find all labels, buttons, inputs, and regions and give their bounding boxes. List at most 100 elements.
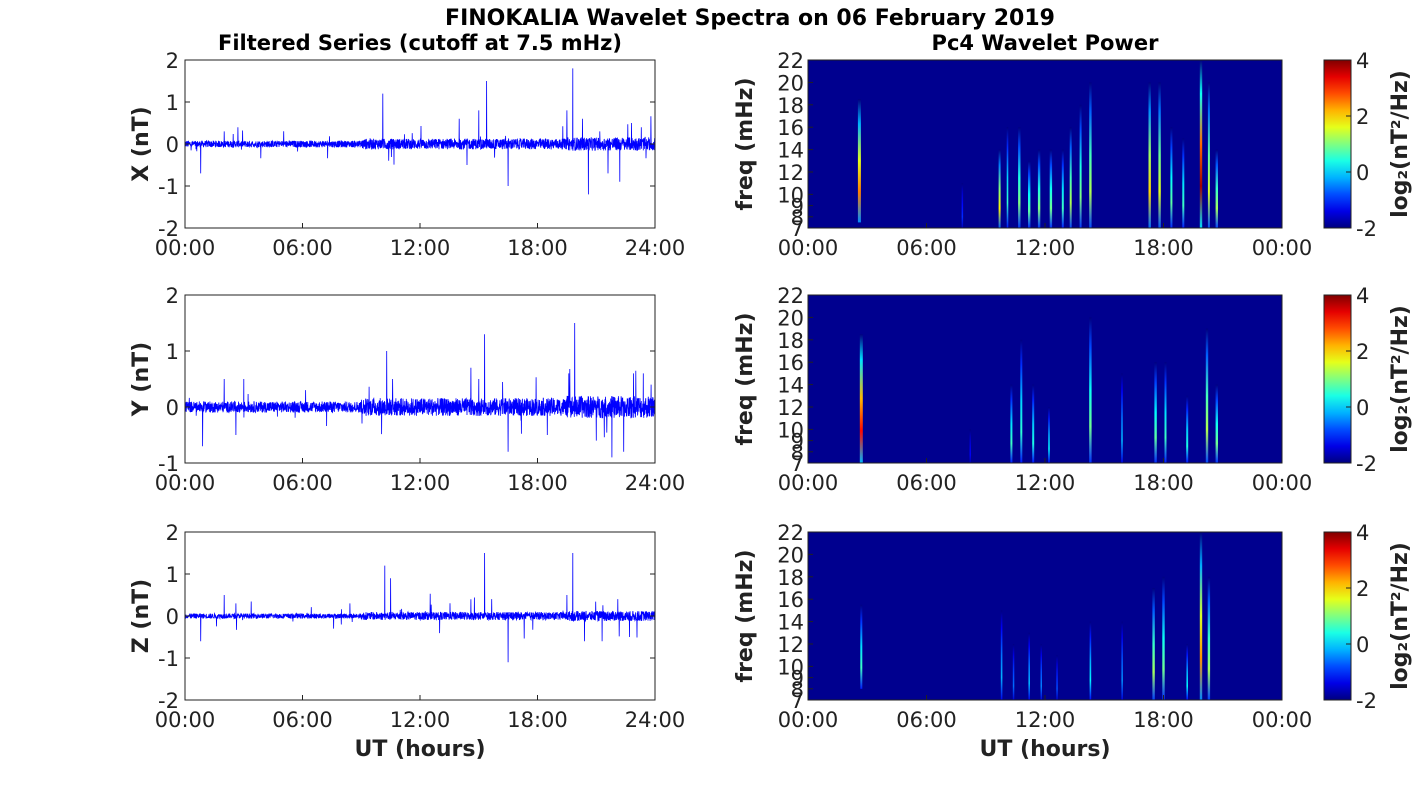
- y-tick-label: -2: [158, 689, 179, 713]
- y-tick-label: -1: [158, 452, 179, 476]
- power-burst: [1207, 576, 1211, 700]
- colorbar-tick-label: 2: [1356, 340, 1369, 364]
- y-axis-label: freq (mHz): [733, 550, 758, 683]
- x-tick-label: 12:00: [1015, 471, 1076, 495]
- colorbar-gradient: [1324, 295, 1351, 463]
- power-burst: [1040, 644, 1042, 700]
- colorbar-tick-label: 0: [1356, 633, 1369, 657]
- series-plot-y: -1 0 1 2 00:00 06:00 12:00 18:00 24:00 Y (nT): [129, 284, 685, 495]
- power-burst: [969, 429, 971, 463]
- x-tick-label: 18:00: [1133, 708, 1194, 732]
- colorbar-label: log₂(nT²/Hz): [1388, 70, 1413, 218]
- x-tick-label: 18:00: [1133, 471, 1194, 495]
- y-tick-label: 9: [791, 667, 804, 691]
- y-tick-label: 22: [777, 49, 804, 73]
- x-tick-label: 06:00: [272, 471, 333, 495]
- y-tick-label: -1: [158, 647, 179, 671]
- power-burst: [1182, 138, 1185, 228]
- y-tick-label: 12: [777, 396, 804, 420]
- x-tick-label: 00:00: [778, 471, 839, 495]
- y-tick-label: 16: [777, 116, 804, 140]
- power-burst: [860, 604, 863, 689]
- power-burst: [1089, 621, 1092, 700]
- y-tick-label: 12: [777, 161, 804, 185]
- x-tick-label: 12:00: [390, 708, 451, 732]
- y-tick-label: -2: [158, 217, 179, 241]
- power-burst: [1028, 160, 1031, 228]
- y-tick-label: 8: [791, 206, 804, 230]
- colorbar: -2 0 2 4 log₂(nT²/Hz): [1323, 284, 1413, 476]
- left-xlabel: UT (hours): [354, 737, 485, 762]
- x-tick-label: 12:00: [1015, 708, 1076, 732]
- colorbar: -2 0 2 4 log₂(nT²/Hz): [1323, 49, 1413, 241]
- colorbar-frame: [1323, 531, 1352, 701]
- y-tick-label: 1: [166, 563, 179, 587]
- power-burst: [1010, 384, 1013, 463]
- colorbar-tick-label: 0: [1356, 161, 1369, 185]
- right-column-title: Pc4 Wavelet Power: [932, 31, 1160, 55]
- power-burst: [1164, 362, 1167, 463]
- x-tick-label: 00:00: [778, 236, 839, 260]
- series-line-y: [184, 322, 656, 458]
- y-tick-label: 12: [777, 633, 804, 657]
- series-line-x: [184, 68, 656, 195]
- colorbar-gradient: [1324, 60, 1351, 228]
- x-tick-label: 18:00: [507, 236, 568, 260]
- y-axis-label: Z (nT): [129, 579, 154, 653]
- power-burst: [1215, 149, 1218, 228]
- power-burst: [1048, 407, 1050, 463]
- power-burst: [1089, 317, 1092, 463]
- power-burst: [1049, 149, 1053, 228]
- y-tick-label: 14: [777, 611, 804, 635]
- colorbar-tick-label: -2: [1356, 217, 1377, 241]
- x-tick-label: 00:00: [778, 708, 839, 732]
- power-burst: [1020, 339, 1023, 463]
- power-burst: [859, 334, 863, 463]
- power-burst: [1000, 610, 1003, 700]
- x-tick-label: 24:00: [625, 236, 686, 260]
- y-tick-label: 9: [791, 430, 804, 454]
- power-background: [808, 60, 1282, 228]
- colorbar-tick-label: 2: [1356, 577, 1369, 601]
- power-burst: [857, 99, 861, 223]
- colorbar-tick-label: 0: [1356, 396, 1369, 420]
- power-burst: [998, 149, 1001, 228]
- x-tick-label: 18:00: [507, 471, 568, 495]
- series-line-z: [184, 552, 656, 663]
- x-tick-label: 00:00: [155, 471, 216, 495]
- colorbar-tick-label: -2: [1356, 452, 1377, 476]
- y-axis-label: freq (mHz): [733, 313, 758, 446]
- colorbar-tick-label: -2: [1356, 689, 1377, 713]
- x-tick-label: 06:00: [896, 471, 957, 495]
- y-axis-label: Y (nT): [129, 342, 154, 417]
- y-tick-label: 20: [777, 306, 804, 330]
- power-background: [808, 532, 1282, 700]
- y-tick-label: 8: [791, 678, 804, 702]
- x-tick-label: 06:00: [272, 708, 333, 732]
- power-burst: [1152, 588, 1155, 700]
- x-tick-label: 00:00: [1252, 471, 1313, 495]
- power-burst: [1121, 373, 1123, 463]
- y-tick-label: 10: [777, 418, 804, 442]
- colorbar-tick-label: 2: [1356, 105, 1369, 129]
- x-tick-label: 06:00: [272, 236, 333, 260]
- power-burst: [1170, 127, 1173, 228]
- y-tick-label: 0: [166, 605, 179, 629]
- y-tick-label: 7: [791, 217, 804, 241]
- power-burst: [1148, 82, 1151, 229]
- colorbar-gradient: [1324, 532, 1351, 700]
- power-burst: [1061, 149, 1064, 228]
- colorbar-label: log₂(nT²/Hz): [1388, 305, 1413, 453]
- y-tick-label: 0: [166, 133, 179, 157]
- colorbar-tick-label: 4: [1356, 521, 1369, 545]
- power-burst: [1186, 395, 1189, 463]
- figure-title: FINOKALIA Wavelet Spectra on 06 February…: [445, 6, 1055, 31]
- x-tick-label: 12:00: [390, 471, 451, 495]
- colorbar-tick-label: 4: [1356, 49, 1369, 73]
- y-tick-label: 7: [791, 452, 804, 476]
- colorbar-frame: [1323, 59, 1352, 229]
- power-burst: [1205, 328, 1209, 463]
